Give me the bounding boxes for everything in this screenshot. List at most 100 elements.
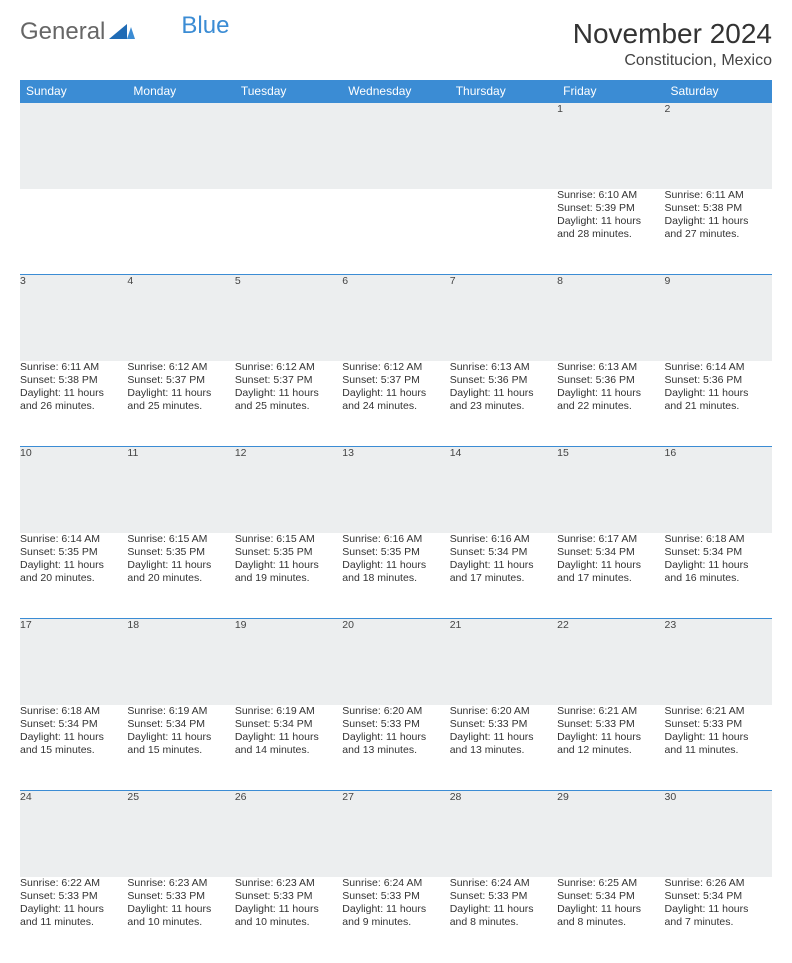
daylight-text: and 7 minutes. — [665, 916, 772, 929]
day-cell: Sunrise: 6:18 AMSunset: 5:34 PMDaylight:… — [665, 533, 772, 619]
day-number — [20, 103, 127, 189]
daylight-text: and 13 minutes. — [342, 744, 449, 757]
sunrise-text: Sunrise: 6:20 AM — [342, 705, 449, 718]
sunset-text: Sunset: 5:37 PM — [342, 374, 449, 387]
day-number: 29 — [557, 791, 664, 877]
sunrise-text: Sunrise: 6:20 AM — [450, 705, 557, 718]
day-cell — [342, 189, 449, 275]
day-cell — [20, 189, 127, 275]
weekday-header-row: SundayMondayTuesdayWednesdayThursdayFrid… — [20, 80, 772, 103]
day-cell — [235, 189, 342, 275]
day-cell: Sunrise: 6:15 AMSunset: 5:35 PMDaylight:… — [127, 533, 234, 619]
sunset-text: Sunset: 5:33 PM — [665, 718, 772, 731]
weekday-header: Friday — [557, 80, 664, 103]
sunset-text: Sunset: 5:33 PM — [342, 890, 449, 903]
day-number: 5 — [235, 275, 342, 361]
sunset-text: Sunset: 5:35 PM — [342, 546, 449, 559]
daylight-text: Daylight: 11 hours — [557, 731, 664, 744]
daylight-text: and 17 minutes. — [557, 572, 664, 585]
sunrise-text: Sunrise: 6:14 AM — [20, 533, 127, 546]
day-number: 2 — [665, 103, 772, 189]
sunset-text: Sunset: 5:33 PM — [235, 890, 342, 903]
daylight-text: Daylight: 11 hours — [235, 387, 342, 400]
sunrise-text: Sunrise: 6:26 AM — [665, 877, 772, 890]
day-cell: Sunrise: 6:14 AMSunset: 5:36 PMDaylight:… — [665, 361, 772, 447]
daylight-text: and 18 minutes. — [342, 572, 449, 585]
daylight-text: and 9 minutes. — [342, 916, 449, 929]
daylight-text: Daylight: 11 hours — [342, 387, 449, 400]
sunset-text: Sunset: 5:34 PM — [450, 546, 557, 559]
daylight-text: Daylight: 11 hours — [342, 903, 449, 916]
day-cell: Sunrise: 6:16 AMSunset: 5:35 PMDaylight:… — [342, 533, 449, 619]
daylight-text: Daylight: 11 hours — [557, 559, 664, 572]
weekday-header: Saturday — [665, 80, 772, 103]
sunrise-text: Sunrise: 6:12 AM — [342, 361, 449, 374]
week-content-row: Sunrise: 6:11 AMSunset: 5:38 PMDaylight:… — [20, 361, 772, 447]
sunrise-text: Sunrise: 6:17 AM — [557, 533, 664, 546]
sunset-text: Sunset: 5:34 PM — [557, 546, 664, 559]
week-content-row: Sunrise: 6:18 AMSunset: 5:34 PMDaylight:… — [20, 705, 772, 791]
day-cell: Sunrise: 6:12 AMSunset: 5:37 PMDaylight:… — [127, 361, 234, 447]
week-content-row: Sunrise: 6:10 AMSunset: 5:39 PMDaylight:… — [20, 189, 772, 275]
day-number: 30 — [665, 791, 772, 877]
daylight-text: Daylight: 11 hours — [557, 387, 664, 400]
sunset-text: Sunset: 5:33 PM — [20, 890, 127, 903]
sunset-text: Sunset: 5:33 PM — [127, 890, 234, 903]
day-number: 25 — [127, 791, 234, 877]
day-number: 3 — [20, 275, 127, 361]
daylight-text: and 10 minutes. — [127, 916, 234, 929]
daylight-text: Daylight: 11 hours — [450, 387, 557, 400]
sunset-text: Sunset: 5:33 PM — [557, 718, 664, 731]
weekday-header: Tuesday — [235, 80, 342, 103]
weekday-header: Wednesday — [342, 80, 449, 103]
daylight-text: and 28 minutes. — [557, 228, 664, 241]
daylight-text: and 11 minutes. — [20, 916, 127, 929]
day-number: 24 — [20, 791, 127, 877]
day-cell: Sunrise: 6:24 AMSunset: 5:33 PMDaylight:… — [450, 877, 557, 963]
day-cell — [127, 189, 234, 275]
day-number: 18 — [127, 619, 234, 705]
day-number: 23 — [665, 619, 772, 705]
logo: General Blue — [20, 18, 229, 46]
sunrise-text: Sunrise: 6:15 AM — [235, 533, 342, 546]
sunrise-text: Sunrise: 6:21 AM — [665, 705, 772, 718]
daylight-text: and 27 minutes. — [665, 228, 772, 241]
day-number: 11 — [127, 447, 234, 533]
daylight-text: and 8 minutes. — [557, 916, 664, 929]
sunrise-text: Sunrise: 6:16 AM — [342, 533, 449, 546]
day-number: 22 — [557, 619, 664, 705]
daylight-text: Daylight: 11 hours — [665, 215, 772, 228]
daylight-text: Daylight: 11 hours — [127, 731, 234, 744]
day-number: 27 — [342, 791, 449, 877]
day-cell: Sunrise: 6:19 AMSunset: 5:34 PMDaylight:… — [235, 705, 342, 791]
daylight-text: Daylight: 11 hours — [665, 731, 772, 744]
week-content-row: Sunrise: 6:22 AMSunset: 5:33 PMDaylight:… — [20, 877, 772, 963]
sunrise-text: Sunrise: 6:10 AM — [557, 189, 664, 202]
day-number: 7 — [450, 275, 557, 361]
day-cell: Sunrise: 6:11 AMSunset: 5:38 PMDaylight:… — [20, 361, 127, 447]
day-cell: Sunrise: 6:10 AMSunset: 5:39 PMDaylight:… — [557, 189, 664, 275]
day-number: 1 — [557, 103, 664, 189]
day-number — [235, 103, 342, 189]
week-content-row: Sunrise: 6:14 AMSunset: 5:35 PMDaylight:… — [20, 533, 772, 619]
sunrise-text: Sunrise: 6:19 AM — [127, 705, 234, 718]
daylight-text: Daylight: 11 hours — [235, 903, 342, 916]
day-number: 26 — [235, 791, 342, 877]
daylight-text: Daylight: 11 hours — [235, 731, 342, 744]
day-cell: Sunrise: 6:13 AMSunset: 5:36 PMDaylight:… — [557, 361, 664, 447]
daylight-text: Daylight: 11 hours — [665, 559, 772, 572]
day-cell: Sunrise: 6:15 AMSunset: 5:35 PMDaylight:… — [235, 533, 342, 619]
day-cell: Sunrise: 6:26 AMSunset: 5:34 PMDaylight:… — [665, 877, 772, 963]
sunrise-text: Sunrise: 6:18 AM — [665, 533, 772, 546]
day-number: 9 — [665, 275, 772, 361]
sunrise-text: Sunrise: 6:18 AM — [20, 705, 127, 718]
sunset-text: Sunset: 5:33 PM — [450, 890, 557, 903]
day-cell: Sunrise: 6:17 AMSunset: 5:34 PMDaylight:… — [557, 533, 664, 619]
sunset-text: Sunset: 5:37 PM — [235, 374, 342, 387]
week-daynum-row: 3456789 — [20, 275, 772, 361]
sunset-text: Sunset: 5:36 PM — [557, 374, 664, 387]
daylight-text: Daylight: 11 hours — [450, 559, 557, 572]
day-cell: Sunrise: 6:23 AMSunset: 5:33 PMDaylight:… — [127, 877, 234, 963]
daylight-text: Daylight: 11 hours — [557, 903, 664, 916]
sunrise-text: Sunrise: 6:23 AM — [127, 877, 234, 890]
